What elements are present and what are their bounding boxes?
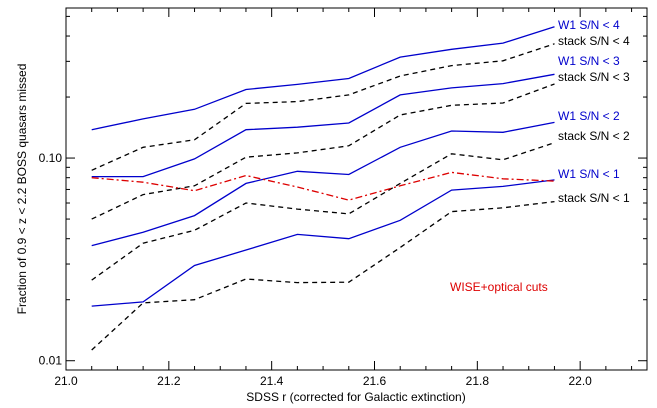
- series-label: WISE+optical cuts: [450, 280, 548, 294]
- y-tick-label: 0.10: [39, 151, 63, 165]
- ticks: 21.0 21.2 21.4 21.6 21.8 22.0 0.01 0.10: [39, 8, 647, 388]
- y-axis-label: Fraction of 0.9 < z < 2.2 BOSS quasars m…: [15, 64, 29, 315]
- series-label: stack S/N < 1: [558, 191, 630, 205]
- x-tick-label: 21.4: [260, 374, 284, 388]
- series-label: stack S/N < 2: [558, 129, 630, 143]
- series-line-w1-s-n-2: [91, 121, 555, 247]
- series-label: W1 S/N < 2: [558, 109, 620, 123]
- series-label: W1 S/N < 4: [558, 18, 620, 32]
- series-line-stack-s-n-3: [91, 83, 555, 220]
- x-tick-label: 21.8: [466, 374, 490, 388]
- annotation-group: W1 S/N < 4 stack S/N < 4 W1 S/N < 3 stack S…: [450, 18, 630, 294]
- x-tick-label: 21.6: [363, 374, 387, 388]
- y-tick-label: 0.01: [39, 354, 63, 368]
- series-line-w1-s-n-1: [91, 179, 555, 307]
- x-axis-label: SDSS r (corrected for Galactic extinctio…: [246, 390, 465, 404]
- series-line-w1-s-n-4: [91, 26, 555, 131]
- series-line-wise-optical-cuts: [91, 171, 555, 201]
- series-line-stack-s-n-4: [91, 43, 555, 171]
- x-tick-label: 21.0: [54, 374, 78, 388]
- series-line-stack-s-n-2: [91, 142, 555, 281]
- series-label: stack S/N < 4: [558, 34, 630, 48]
- series-line-stack-s-n-1: [91, 200, 555, 351]
- series-label: W1 S/N < 3: [558, 54, 620, 68]
- series-group: [91, 26, 555, 351]
- series-label: stack S/N < 3: [558, 70, 630, 84]
- series-line-w1-s-n-3: [91, 73, 555, 178]
- series-label: W1 S/N < 1: [558, 167, 620, 181]
- x-tick-label: 22.0: [568, 374, 592, 388]
- x-tick-label: 21.2: [157, 374, 181, 388]
